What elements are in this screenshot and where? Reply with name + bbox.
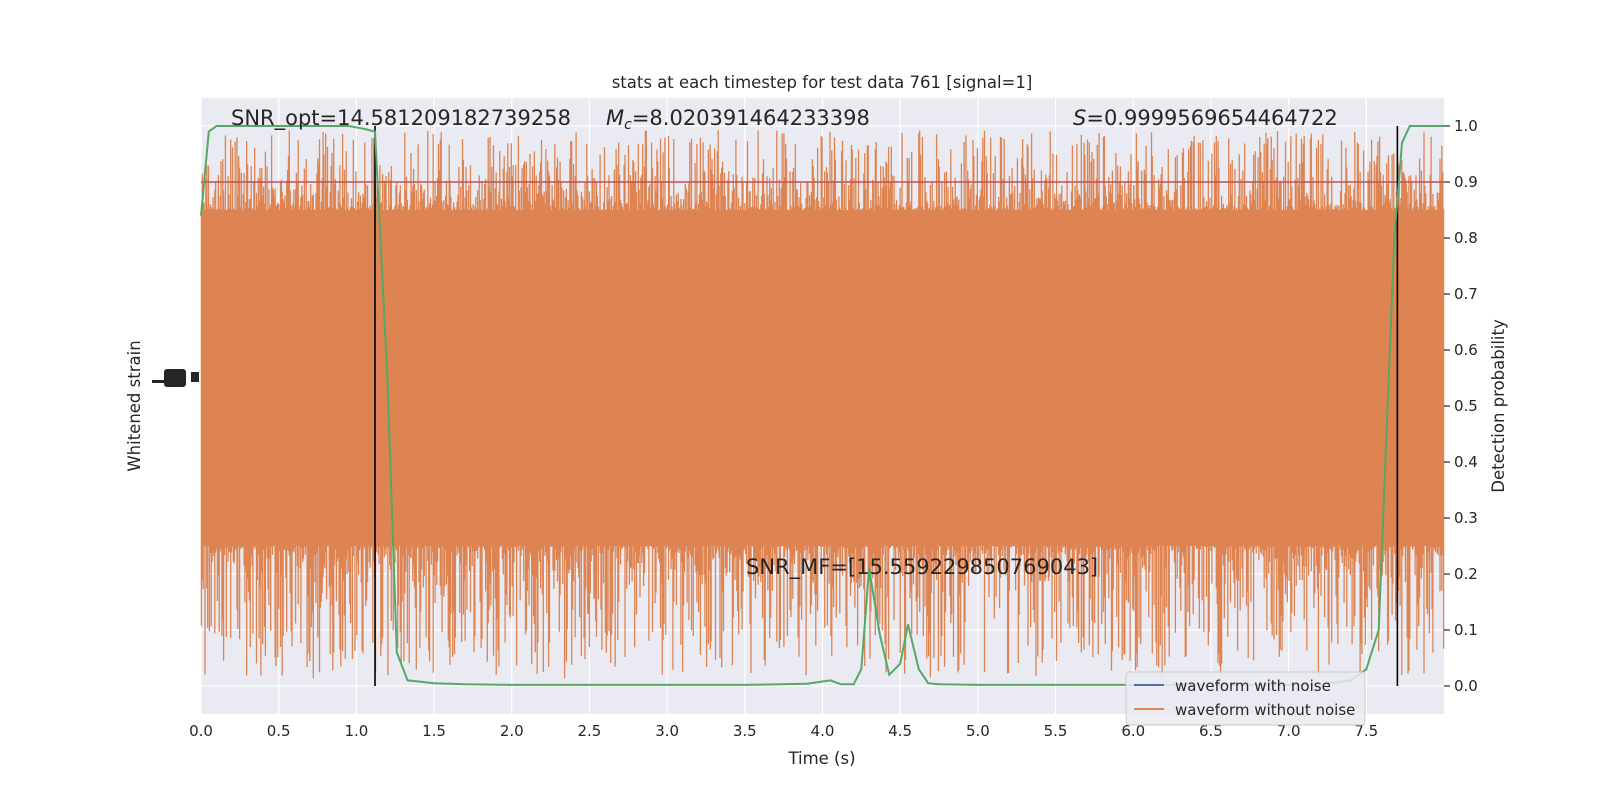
noise-waveform: [200, 130, 1445, 679]
x-axis-label: Time (s): [787, 749, 855, 768]
overlap-value: =0.9999569654464722: [1086, 106, 1337, 130]
x-tick-label: 2.0: [500, 722, 524, 740]
chirp-mass-subscript: c: [624, 117, 632, 133]
x-tick-label: 5.0: [966, 722, 990, 740]
y-tick-label: 1.0: [1454, 117, 1478, 135]
plot-area: [200, 98, 1445, 714]
noise-spikes: [200, 130, 1445, 679]
x-tick-label: 3.0: [655, 722, 679, 740]
left-tick-mark: [164, 369, 186, 387]
y-tick-label: 0.1: [1454, 621, 1478, 639]
y-axis-right-label: Detection probability: [1489, 319, 1508, 493]
legend-box: [1125, 671, 1366, 726]
y-tick-label: 0.3: [1454, 509, 1478, 527]
chirp-mass-symbol: M: [606, 106, 624, 130]
x-axis-ticks: 0.0 0.5 1.0 1.5 2.0 2.5 3.0 3.5 4.0 4.5 5.0 5.5 6.0 6…: [189, 722, 1378, 740]
chart-title: stats at each timestep for test data 761…: [612, 73, 1033, 92]
x-tick-label: 0.5: [267, 722, 291, 740]
x-tick-label: 7.0: [1277, 722, 1301, 740]
snr-mf-annotation: SNR_MF=[15.559229850769043]: [746, 555, 1098, 580]
x-tick-label: 2.5: [578, 722, 602, 740]
y-tick-label: 0.4: [1454, 453, 1478, 471]
x-tick-label: 5.5: [1044, 722, 1068, 740]
legend-label-without-noise: waveform without noise: [1175, 701, 1355, 719]
chirp-mass-value: =8.020391464233398: [632, 106, 870, 130]
chirp-mass-annotation: Mc=8.020391464233398: [606, 106, 870, 133]
y-tick-label: 0.2: [1454, 565, 1478, 583]
legend: waveform with noise waveform without noi…: [1125, 671, 1366, 726]
y-tick-label: 0.5: [1454, 397, 1478, 415]
left-tick-mark: [152, 380, 164, 383]
x-tick-label: 0.0: [189, 722, 213, 740]
y-tick-label: 0.6: [1454, 341, 1478, 359]
x-tick-label: 4.0: [811, 722, 835, 740]
x-tick-label: 3.5: [733, 722, 757, 740]
x-tick-label: 1.0: [344, 722, 368, 740]
legend-label-with-noise: waveform with noise: [1175, 677, 1331, 695]
y-tick-label: 0.9: [1454, 173, 1478, 191]
overlap-symbol: S: [1073, 106, 1086, 130]
x-tick-label: 7.5: [1354, 722, 1378, 740]
x-tick-label: 4.5: [888, 722, 912, 740]
left-tick-mark: [191, 372, 199, 382]
left-axis-collapsed-ticks: [152, 369, 199, 387]
overlap-annotation: S=0.9999569654464722: [1073, 106, 1338, 130]
x-tick-label: 1.5: [422, 722, 446, 740]
y-axis-left-label: Whitened strain: [125, 340, 144, 471]
snr-opt-annotation: SNR_opt=14.581209182739258: [231, 106, 571, 131]
x-tick-label: 6.0: [1121, 722, 1145, 740]
y-tick-label: 0.0: [1454, 677, 1478, 695]
y-tick-label: 0.7: [1454, 285, 1478, 303]
y-axis-right-ticks: 0.0 0.1 0.2 0.3 0.4 0.5 0.6 0.7 0.8 0.9 1.0: [1444, 117, 1478, 695]
y-tick-label: 0.8: [1454, 229, 1478, 247]
x-tick-label: 6.5: [1199, 722, 1223, 740]
vertical-markers: [374, 126, 1399, 686]
